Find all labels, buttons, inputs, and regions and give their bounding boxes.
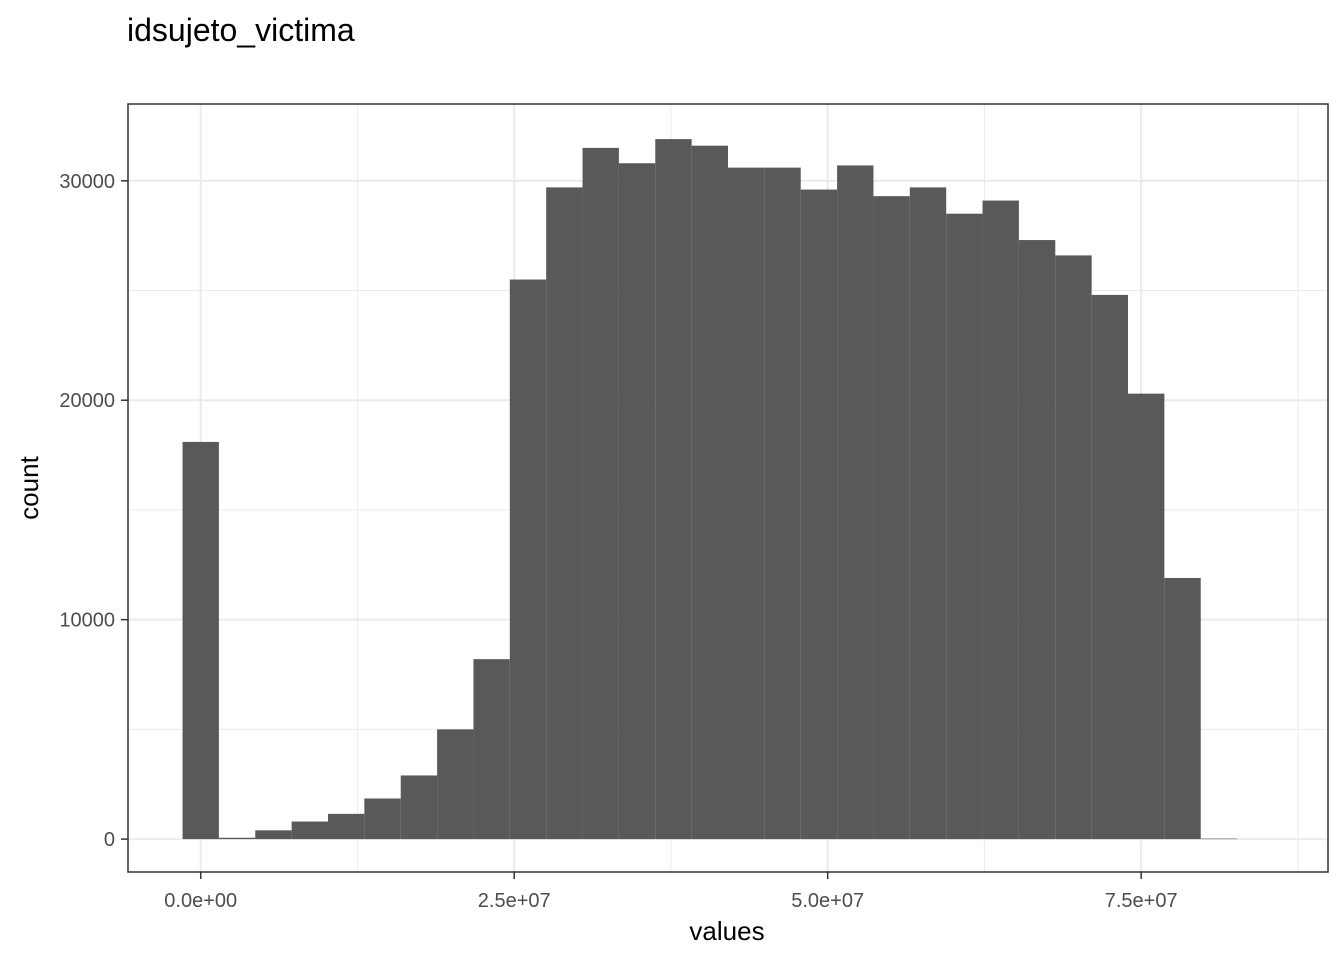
histogram-bar	[473, 659, 510, 840]
histogram-bar	[909, 187, 947, 840]
x-tick-label: 7.5e+07	[1105, 890, 1178, 912]
histogram-bar	[764, 167, 801, 840]
y-axis-ticks: 0 10000 20000 30000	[59, 171, 128, 851]
histogram-bar	[946, 213, 983, 840]
y-tick-label: 20000	[59, 390, 115, 412]
histogram-bar	[364, 798, 401, 840]
histogram-bar	[618, 163, 656, 840]
x-tick-label: 2.5e+07	[478, 890, 551, 912]
histogram-bar	[982, 200, 1019, 840]
chart-title: idsujeto_victima	[127, 12, 355, 48]
histogram-bar	[218, 837, 256, 840]
x-axis-ticks: 0.0e+00 2.5e+07 5.0e+07 7.5e+07	[164, 872, 1178, 912]
histogram-bar	[437, 729, 474, 840]
histogram-bar	[400, 775, 438, 840]
histogram-bar	[1128, 393, 1165, 840]
histogram-bar	[1200, 838, 1238, 840]
histogram-bar	[1164, 577, 1201, 840]
y-tick-label: 0	[104, 829, 115, 851]
histogram-bar	[291, 821, 328, 840]
x-axis-title: values	[689, 916, 764, 946]
histogram-bar	[1018, 240, 1056, 840]
histogram-bar	[1055, 255, 1092, 840]
histogram-bars	[182, 139, 1238, 840]
histogram-bar	[182, 441, 219, 840]
histogram-bar	[546, 187, 583, 840]
histogram-bar	[509, 279, 547, 840]
y-tick-label: 10000	[59, 610, 115, 632]
x-tick-label: 0.0e+00	[164, 890, 237, 912]
x-tick-label: 5.0e+07	[791, 890, 864, 912]
histogram-bar	[837, 165, 874, 840]
panel-border	[127, 103, 1329, 873]
histogram-bar	[873, 196, 910, 840]
histogram-bar	[691, 145, 728, 840]
histogram-bar	[655, 139, 692, 840]
histogram-bar	[582, 147, 619, 840]
histogram-bar	[255, 830, 292, 840]
histogram-bar	[1091, 294, 1128, 840]
histogram-bar	[800, 189, 838, 840]
y-axis-title: count	[14, 455, 44, 519]
histogram-bar	[728, 167, 765, 840]
y-tick-label: 30000	[59, 171, 115, 193]
histogram-bar	[328, 813, 365, 840]
